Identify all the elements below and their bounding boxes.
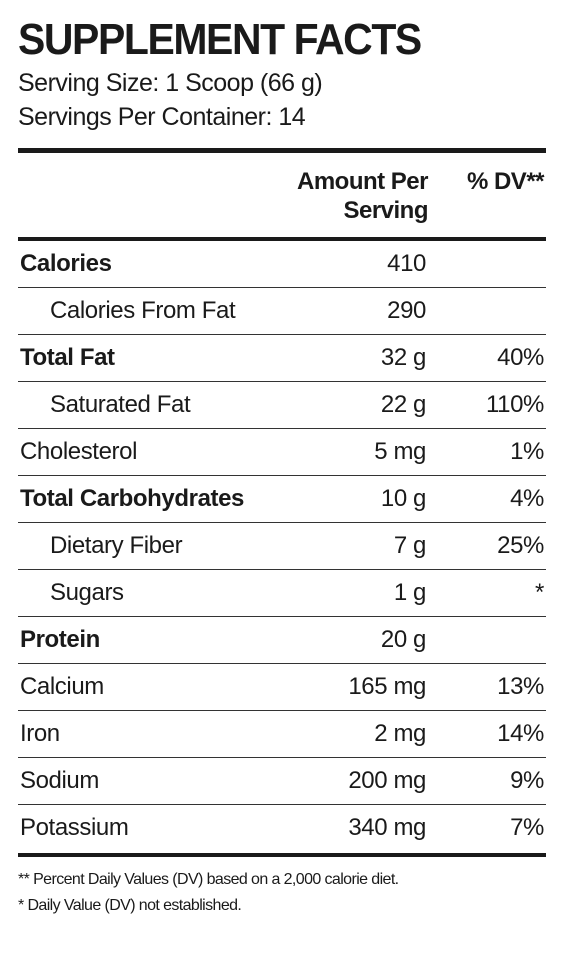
nutrient-row: Total Fat 32 g 40% [18, 335, 546, 381]
nutrient-name: Total Carbohydrates [20, 485, 244, 512]
row-divider [18, 663, 546, 664]
row-divider [18, 804, 546, 805]
nutrient-amount: 20 g [380, 626, 427, 653]
nutrient-name: Dietary Fiber [50, 532, 183, 559]
row-divider [18, 616, 546, 617]
nutrient-dv: 9% [510, 767, 544, 794]
row-divider [18, 710, 546, 711]
row-divider [18, 428, 546, 429]
divider-thick [18, 237, 546, 241]
nutrient-row: Potassium 340 mg 7% [18, 805, 546, 851]
nutrient-amount: 7 g [393, 532, 427, 559]
nutrient-name: Sodium [20, 767, 99, 794]
row-divider [18, 287, 546, 288]
nutrient-name: Calories From Fat [50, 297, 236, 324]
nutrient-dv: 1% [510, 438, 544, 465]
nutrient-dv: 25% [497, 532, 544, 559]
amount-per-serving-header: Amount Per Serving [296, 167, 429, 225]
nutrient-dv: 4% [510, 485, 544, 512]
label-title: SUPPLEMENT FACTS [18, 15, 422, 64]
divider-thick [18, 148, 546, 153]
nutrient-amount: 2 mg [374, 720, 426, 747]
nutrient-dv: 7% [510, 814, 544, 841]
nutrient-dv: 13% [497, 673, 544, 700]
nutrient-name: Potassium [20, 814, 129, 841]
nutrient-amount: 340 mg [348, 814, 426, 841]
serving-size: Serving Size: 1 Scoop (66 g) [18, 69, 323, 97]
nutrient-name: Saturated Fat [50, 391, 191, 418]
nutrient-amount: 200 mg [348, 767, 426, 794]
nutrient-amount: 410 [387, 250, 426, 277]
servings-per-container: Servings Per Container: 14 [18, 103, 306, 131]
row-divider [18, 522, 546, 523]
nutrient-table: Calories 410 Calories From Fat 290 Total F… [18, 241, 546, 851]
nutrient-row: Sugars 1 g * [18, 570, 546, 616]
row-divider [18, 381, 546, 382]
nutrient-row: Protein 20 g [18, 617, 546, 663]
nutrient-dv: 14% [497, 720, 544, 747]
supplement-facts-label: SUPPLEMENT FACTS Serving Size: 1 Scoop (… [18, 14, 546, 919]
divider-thick [18, 853, 546, 857]
nutrient-name: Total Fat [20, 344, 115, 371]
nutrient-name: Calcium [20, 673, 104, 700]
nutrient-row: Iron 2 mg 14% [18, 711, 546, 757]
column-header-row: Amount Per Serving % DV** [18, 153, 546, 237]
nutrient-amount: 5 mg [374, 438, 426, 465]
nutrient-name: Calories [20, 250, 112, 277]
nutrient-dv: 110% [485, 391, 544, 418]
amount-header-line2: Serving [343, 197, 428, 224]
nutrient-row: Calories From Fat 290 [18, 288, 546, 334]
nutrient-amount: 1 g [393, 579, 427, 606]
nutrient-amount: 165 mg [348, 673, 426, 700]
nutrient-dv: * [535, 579, 544, 606]
nutrient-row: Cholesterol 5 mg 1% [18, 429, 546, 475]
footnote-not-established: * Daily Value (DV) not established. [18, 897, 242, 914]
amount-header-line1: Amount Per [296, 168, 429, 195]
nutrient-amount: 32 g [380, 344, 427, 371]
nutrient-row: Dietary Fiber 7 g 25% [18, 523, 546, 569]
nutrient-amount: 22 g [380, 391, 427, 418]
nutrient-name: Protein [20, 626, 100, 653]
daily-value-header: % DV** [466, 168, 545, 195]
nutrient-row: Calories 410 [18, 241, 546, 287]
nutrient-amount: 10 g [380, 485, 427, 512]
row-divider [18, 475, 546, 476]
nutrient-dv: 40% [497, 344, 544, 371]
nutrient-row: Calcium 165 mg 13% [18, 664, 546, 710]
nutrient-amount: 290 [387, 297, 426, 324]
nutrient-name: Sugars [50, 579, 124, 606]
row-divider [18, 757, 546, 758]
nutrient-row: Saturated Fat 22 g 110% [18, 382, 546, 428]
nutrient-name: Iron [20, 720, 60, 747]
row-divider [18, 569, 546, 570]
row-divider [18, 334, 546, 335]
footnote-daily-values: ** Percent Daily Values (DV) based on a … [18, 871, 399, 888]
nutrient-row: Sodium 200 mg 9% [18, 758, 546, 804]
nutrient-name: Cholesterol [20, 438, 137, 465]
nutrient-row: Total Carbohydrates 10 g 4% [18, 476, 546, 522]
